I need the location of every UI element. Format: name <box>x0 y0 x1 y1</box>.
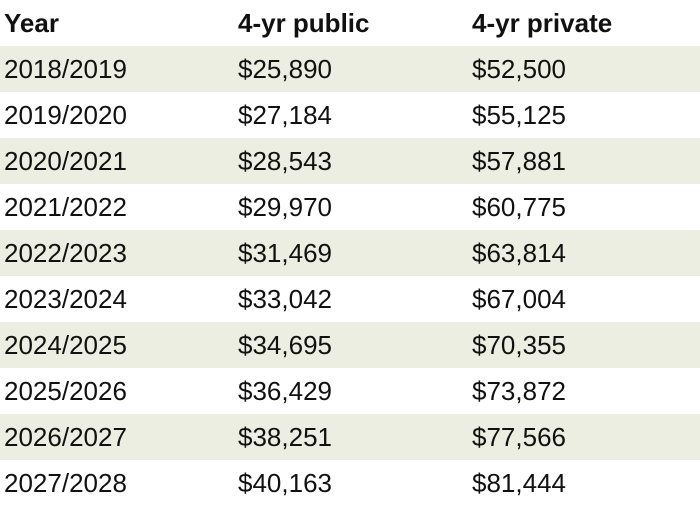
year-cell: 2025/2026 <box>4 376 127 406</box>
table-row: 2021/2022 $29,970 $60,775 <box>0 184 700 230</box>
public-cost-cell: $29,970 <box>238 192 332 222</box>
private-cost-cell: $63,814 <box>472 238 566 268</box>
table-row: 2019/2020 $27,184 $55,125 <box>0 92 700 138</box>
table-row: 2027/2028 $40,163 $81,444 <box>0 460 700 506</box>
private-cost-cell: $55,125 <box>472 100 566 130</box>
public-cost-cell: $33,042 <box>238 284 332 314</box>
year-cell: 2021/2022 <box>4 192 127 222</box>
year-cell: 2022/2023 <box>4 238 127 268</box>
year-cell: 2027/2028 <box>4 468 127 498</box>
private-cost-cell: $70,355 <box>472 330 566 360</box>
private-cost-cell: $67,004 <box>472 284 566 314</box>
table-row: 2023/2024 $33,042 $67,004 <box>0 276 700 322</box>
public-cost-cell: $38,251 <box>238 422 332 452</box>
public-cost-cell: $34,695 <box>238 330 332 360</box>
public-cost-cell: $28,543 <box>238 146 332 176</box>
year-cell: 2020/2021 <box>4 146 127 176</box>
public-cost-cell: $40,163 <box>238 468 332 498</box>
year-cell: 2019/2020 <box>4 100 127 130</box>
table-row: 2018/2019 $25,890 $52,500 <box>0 46 700 92</box>
header-year: Year <box>4 8 59 38</box>
public-cost-cell: $36,429 <box>238 376 332 406</box>
header-4yr-private: 4-yr private <box>472 8 613 38</box>
private-cost-cell: $52,500 <box>472 54 566 84</box>
private-cost-cell: $60,775 <box>472 192 566 222</box>
year-cell: 2024/2025 <box>4 330 127 360</box>
year-cell: 2026/2027 <box>4 422 127 452</box>
table-row: 2025/2026 $36,429 $73,872 <box>0 368 700 414</box>
table-row: 2026/2027 $38,251 $77,566 <box>0 414 700 460</box>
private-cost-cell: $81,444 <box>472 468 566 498</box>
year-cell: 2018/2019 <box>4 54 127 84</box>
public-cost-cell: $27,184 <box>238 100 332 130</box>
table-header-row: Year 4-yr public 4-yr private <box>0 0 700 46</box>
year-cell: 2023/2024 <box>4 284 127 314</box>
private-cost-cell: $73,872 <box>472 376 566 406</box>
header-4yr-public: 4-yr public <box>238 8 370 38</box>
table-row: 2024/2025 $34,695 $70,355 <box>0 322 700 368</box>
private-cost-cell: $57,881 <box>472 146 566 176</box>
table-row: 2022/2023 $31,469 $63,814 <box>0 230 700 276</box>
private-cost-cell: $77,566 <box>472 422 566 452</box>
table-row: 2020/2021 $28,543 $57,881 <box>0 138 700 184</box>
public-cost-cell: $25,890 <box>238 54 332 84</box>
public-cost-cell: $31,469 <box>238 238 332 268</box>
